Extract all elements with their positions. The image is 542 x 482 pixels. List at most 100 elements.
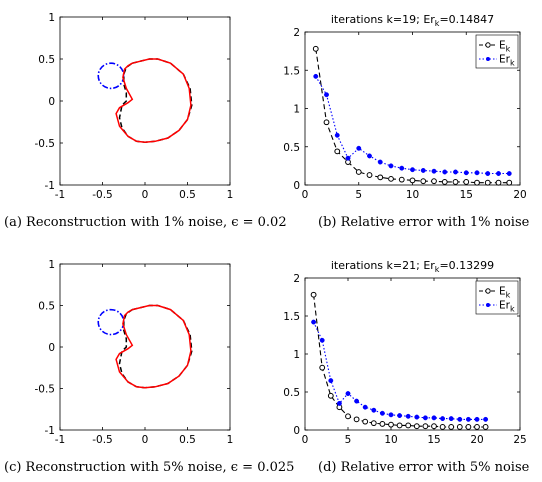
chart-title: iterations k=19; Erk=0.14847	[331, 13, 494, 28]
point-er	[405, 413, 411, 419]
y-tick-label: 1.5	[283, 65, 300, 77]
x-tick-label: 15	[427, 434, 440, 446]
point-e	[474, 424, 480, 430]
point-er	[399, 165, 405, 171]
point-e	[366, 172, 373, 178]
legend-label: Erk	[499, 300, 515, 314]
point-e	[431, 423, 437, 430]
point-e	[456, 424, 463, 430]
point-er	[388, 412, 394, 418]
axes-frame-c	[59, 263, 231, 431]
y-tick-label: 0.5	[283, 142, 300, 154]
panel-a: -1 -0.5 0 0.5 1 -1 -0.5 0 0.5 1	[35, 12, 234, 201]
point-er	[397, 413, 403, 419]
point-er	[474, 416, 480, 422]
point-e	[388, 421, 394, 428]
y-tick-label: -1	[45, 425, 55, 437]
point-er	[319, 337, 325, 343]
x-tick-label: 1	[227, 189, 234, 201]
x-tick-label: 0	[302, 189, 309, 201]
point-er	[354, 398, 360, 404]
axes-frame-a	[59, 16, 231, 186]
caption-a: (a) Reconstruction with 1% noise, ϵ = 0.…	[4, 215, 287, 230]
point-e	[398, 176, 405, 183]
point-e	[396, 422, 403, 429]
point-e	[448, 424, 455, 430]
point-er	[465, 416, 471, 422]
x-tick-label: 10	[406, 189, 419, 201]
point-e	[420, 178, 427, 185]
y-tick-label: 0	[293, 180, 300, 192]
point-e	[465, 424, 472, 430]
y-tick-label: 1	[48, 12, 55, 24]
y-tick-label: 2	[293, 273, 300, 285]
y-tick-label: 0.5	[38, 54, 55, 66]
point-e	[439, 424, 446, 430]
series-line-er	[313, 321, 486, 420]
y-tick-label: 0.5	[283, 387, 300, 399]
curve-reconstructed	[115, 58, 192, 143]
y-tick-label: 1	[293, 104, 300, 116]
x-tick-label: 0	[142, 189, 149, 201]
point-e	[474, 179, 480, 186]
point-e	[327, 392, 334, 399]
series-line-e	[315, 48, 510, 184]
x-tick-label: 10	[384, 434, 397, 446]
point-er	[483, 416, 489, 422]
legend-box	[475, 280, 519, 315]
y-tick-label: 0	[293, 425, 300, 437]
point-er	[431, 168, 437, 174]
x-tick-label: 20	[470, 434, 483, 446]
point-er	[496, 171, 501, 176]
point-e	[370, 420, 377, 427]
point-er	[371, 407, 377, 413]
legend-label: Ek	[499, 286, 511, 300]
legend-marker	[485, 288, 491, 294]
inclusion-circle	[97, 308, 125, 336]
x-tick-label: -0.5	[92, 189, 113, 201]
x-tick-label: -1	[55, 189, 65, 201]
y-tick-label: -1	[45, 180, 55, 192]
point-e	[422, 423, 429, 430]
point-e	[405, 422, 412, 429]
point-er	[440, 416, 446, 422]
point-e	[353, 416, 360, 423]
legend-marker	[486, 57, 490, 61]
legend-marker	[485, 42, 491, 48]
point-er	[324, 92, 329, 98]
x-tick-label: -0.5	[92, 434, 113, 446]
point-er	[448, 416, 454, 422]
legend-marker	[486, 303, 490, 307]
point-er	[410, 167, 415, 173]
point-er	[356, 145, 362, 151]
point-er	[362, 404, 368, 410]
point-e	[310, 291, 317, 298]
point-e	[484, 179, 491, 186]
legend-label: Ek	[499, 40, 511, 54]
x-tick-label: 25	[513, 434, 526, 446]
chart-title: iterations k=21; Erk=0.13299	[331, 259, 494, 274]
point-er	[336, 400, 342, 406]
y-tick-label: -0.5	[35, 384, 56, 396]
y-tick-label: 2	[293, 27, 300, 39]
point-er	[334, 132, 340, 138]
point-er	[485, 171, 491, 176]
x-tick-label: 0	[142, 434, 149, 446]
point-er	[474, 170, 480, 176]
point-er	[367, 153, 372, 159]
series-line-e	[313, 294, 486, 428]
panel-d: 0 5 10 15 20 25 0 0.5 1 1.5 2 iterations k=21; Erk=…	[283, 259, 526, 446]
caption-b: (b) Relative error with 1% noise	[318, 215, 530, 230]
point-e	[463, 179, 470, 185]
inclusion-circle	[97, 62, 125, 90]
x-tick-label: 0.5	[179, 434, 196, 446]
x-tick-label: 20	[513, 189, 526, 201]
panel-b: 0 5 10 15 20 0 0.5 1 1.5 2 iterations k=19; Erk=0.…	[283, 13, 526, 201]
x-tick-label: 5	[355, 189, 362, 201]
point-e	[355, 169, 362, 175]
point-e	[345, 413, 351, 420]
point-er	[453, 169, 458, 175]
legend-box	[475, 34, 519, 69]
x-tick-label: 15	[460, 189, 473, 201]
